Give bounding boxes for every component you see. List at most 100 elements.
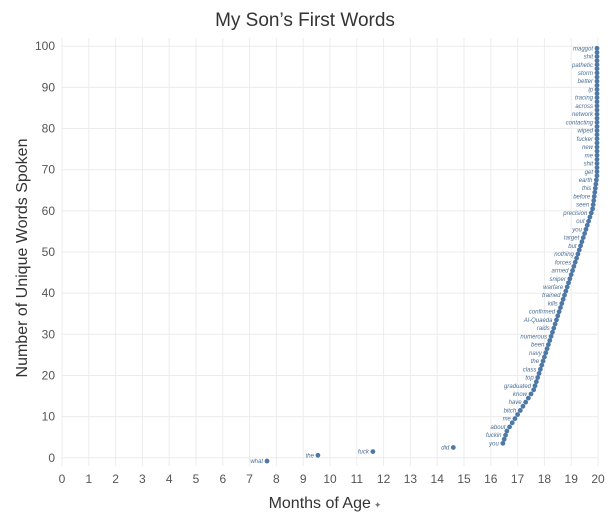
point-label: shit bbox=[584, 162, 594, 168]
point-label: earth bbox=[579, 178, 593, 184]
data-point bbox=[586, 218, 592, 224]
data-point bbox=[568, 272, 574, 278]
data-point bbox=[555, 313, 561, 319]
data-point bbox=[507, 424, 512, 430]
point-label: ip bbox=[588, 87, 593, 93]
data-point bbox=[512, 416, 518, 422]
data-point bbox=[594, 74, 600, 80]
data-point bbox=[594, 91, 600, 96]
x-tick-label: 1 bbox=[85, 472, 92, 486]
data-point bbox=[594, 161, 600, 166]
data-point bbox=[540, 358, 546, 364]
data-point bbox=[592, 189, 598, 195]
point-label: you bbox=[488, 441, 499, 447]
data-point bbox=[537, 366, 543, 372]
data-point bbox=[594, 152, 600, 158]
data-point bbox=[580, 235, 586, 240]
data-point bbox=[575, 251, 581, 257]
y-axis-label: Number of Unique Words Spoken bbox=[14, 139, 31, 378]
point-label: fuckin bbox=[486, 433, 502, 439]
data-point bbox=[594, 124, 600, 129]
data-point bbox=[552, 321, 558, 327]
data-point bbox=[594, 54, 600, 59]
point-label: the bbox=[306, 453, 315, 459]
point-label: Al-Quaeda bbox=[523, 318, 553, 324]
data-point bbox=[587, 214, 593, 220]
x-tick-label: 14 bbox=[431, 472, 445, 486]
data-point bbox=[563, 288, 569, 294]
data-point bbox=[517, 408, 523, 413]
point-label: top bbox=[525, 376, 534, 382]
data-point bbox=[531, 387, 537, 393]
point-label: maggot bbox=[573, 46, 593, 52]
point-label: warfare bbox=[543, 285, 564, 291]
data-point bbox=[570, 268, 575, 273]
data-point bbox=[583, 226, 589, 232]
data-point bbox=[594, 128, 600, 133]
point-label: precision bbox=[562, 211, 588, 217]
x-axis-label: Months of Age ✦ bbox=[269, 495, 382, 512]
data-point bbox=[594, 173, 600, 179]
point-label: nothing bbox=[554, 252, 574, 258]
data-point bbox=[556, 309, 562, 315]
x-tick-label: 12 bbox=[377, 472, 391, 486]
data-point bbox=[594, 115, 600, 121]
data-point bbox=[582, 231, 587, 236]
point-label: bitch bbox=[504, 408, 517, 414]
point-labels: what the fuck did you fuckin about me bitch have k… bbox=[250, 46, 594, 465]
data-point bbox=[315, 452, 321, 458]
data-point bbox=[370, 449, 376, 454]
x-tick-label: 10 bbox=[323, 472, 337, 486]
data-point bbox=[594, 136, 600, 142]
data-point bbox=[594, 70, 600, 76]
data-point bbox=[548, 333, 554, 339]
data-point bbox=[593, 177, 599, 183]
point-label: been bbox=[531, 343, 545, 349]
point-label: wiped bbox=[577, 129, 593, 135]
point-label: pathetic bbox=[571, 63, 593, 69]
point-label: armed bbox=[552, 269, 570, 275]
x-tick-label: 2 bbox=[112, 472, 119, 486]
data-points bbox=[264, 45, 600, 464]
x-tick-label: 0 bbox=[59, 472, 66, 486]
data-point bbox=[562, 292, 567, 298]
data-point bbox=[594, 140, 600, 146]
point-label: but bbox=[568, 244, 577, 250]
x-tick-label: 7 bbox=[246, 472, 253, 486]
y-tick-label: 90 bbox=[42, 80, 56, 94]
x-tick-label: 8 bbox=[273, 472, 280, 486]
point-label: know bbox=[513, 392, 528, 398]
data-point bbox=[528, 391, 534, 397]
data-point bbox=[578, 243, 583, 249]
data-point bbox=[264, 458, 270, 464]
data-point bbox=[593, 181, 599, 187]
data-point bbox=[579, 239, 585, 245]
point-label: what bbox=[250, 459, 263, 465]
data-point bbox=[594, 165, 600, 171]
data-point bbox=[547, 338, 553, 343]
data-point bbox=[594, 111, 600, 117]
data-point bbox=[571, 264, 577, 269]
data-point bbox=[500, 440, 506, 446]
data-point bbox=[543, 350, 549, 356]
data-point bbox=[594, 95, 600, 101]
x-tick-label: 3 bbox=[139, 472, 146, 486]
x-axis-label-text: Months of Age bbox=[269, 495, 371, 512]
point-label: fuck bbox=[358, 450, 370, 456]
data-point bbox=[591, 194, 597, 199]
data-point bbox=[594, 157, 600, 162]
data-point bbox=[566, 280, 571, 286]
x-tick-label: 19 bbox=[565, 472, 579, 486]
point-label: kills bbox=[548, 301, 558, 307]
data-point bbox=[572, 259, 578, 265]
point-label: before bbox=[573, 194, 591, 200]
point-label: raids bbox=[537, 326, 550, 332]
x-tick-label: 15 bbox=[457, 472, 471, 486]
data-point bbox=[588, 210, 594, 216]
point-label: sniper bbox=[550, 277, 567, 283]
y-tick-label: 40 bbox=[42, 286, 56, 300]
point-label: class bbox=[523, 367, 537, 373]
gridlines bbox=[61, 38, 599, 466]
data-point bbox=[594, 119, 600, 125]
x-tick-label: 6 bbox=[219, 472, 226, 486]
